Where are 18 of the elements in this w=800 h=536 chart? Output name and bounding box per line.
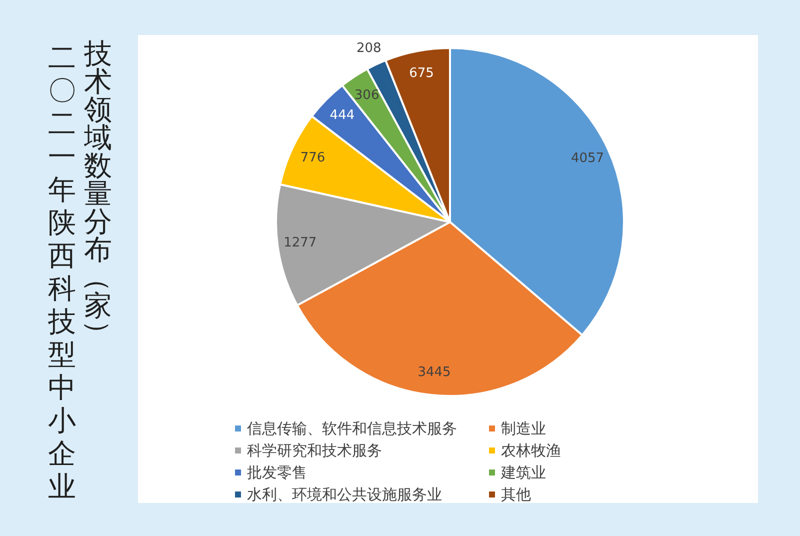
legend-label: 信息传输、软件和信息技术服务 <box>247 420 457 438</box>
data-label: 3445 <box>418 365 451 380</box>
text: 技术领域数量分布（家） <box>82 37 115 348</box>
legend-label: 农林牧渔 <box>501 442 561 460</box>
data-label: 776 <box>300 150 326 166</box>
legend-label: 其他 <box>501 486 531 504</box>
data-label: 444 <box>330 108 355 124</box>
legend-label: 科学研究和技术服务 <box>247 442 382 460</box>
data-label: 1277 <box>284 236 317 251</box>
data-label: 306 <box>354 88 380 104</box>
chart-title: 二〇二一年陕西科技型中小企业 <box>48 41 76 503</box>
data-label: 4057 <box>570 151 604 166</box>
legend-label: 水利、环境和公共设施服务业 <box>247 486 442 504</box>
legend-label: 制造业 <box>501 420 546 438</box>
legend-label: 建筑业 <box>500 464 546 482</box>
legend-label: 批发零售 <box>247 464 307 482</box>
data-label: 208 <box>356 41 382 56</box>
data-label: 675 <box>409 66 434 81</box>
